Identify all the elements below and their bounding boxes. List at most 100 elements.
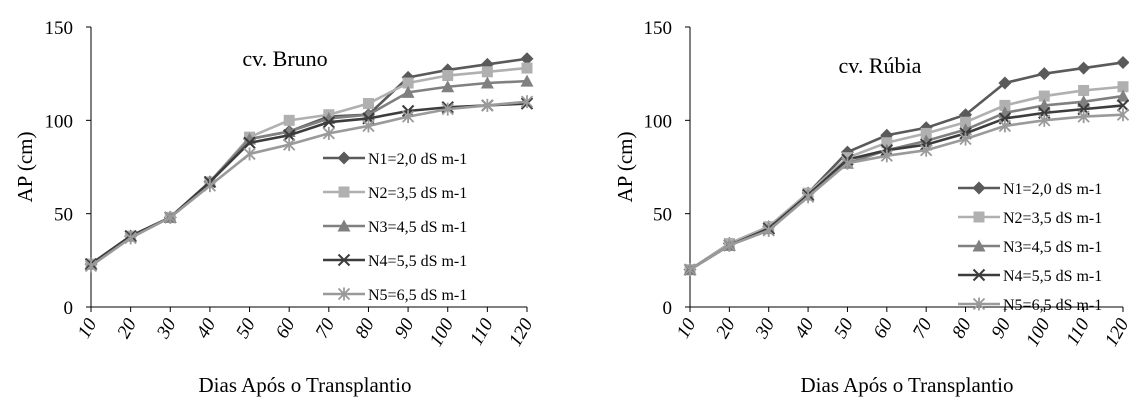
- x-tick-label: 80: [948, 315, 976, 342]
- series-5-point: [998, 119, 1012, 133]
- series-4-line: [90, 102, 528, 266]
- legend-marker-stroke-b: [972, 268, 986, 282]
- legend-label: N5=6,5 dS m-1: [1003, 297, 1102, 314]
- series-5-point: [441, 102, 454, 116]
- series-2-point: [1117, 81, 1129, 93]
- x-tick-label: 100: [426, 315, 459, 351]
- series-5-point: [801, 190, 815, 204]
- series-1-point: [1116, 55, 1129, 69]
- series-2-point: [881, 137, 893, 149]
- series-2-point: [283, 114, 295, 126]
- x-tick-label: 60: [272, 315, 300, 342]
- x-tick-label: 50: [232, 315, 260, 342]
- series-2-point: [999, 99, 1011, 111]
- y-tick-label: 150: [644, 18, 673, 39]
- x-axis-label: Dias Após o Transplantio: [199, 373, 412, 397]
- y-axis-label: AP (cm): [13, 132, 37, 203]
- chart-title: cv. Rúbia: [839, 53, 922, 78]
- x-tick-label: 80: [351, 315, 379, 342]
- series-5-point: [84, 259, 98, 273]
- x-tick-label: 20: [113, 315, 141, 342]
- series-5-point: [203, 179, 217, 193]
- legend-marker: [337, 253, 351, 267]
- x-tick-label: 70: [311, 315, 339, 342]
- series-5-point: [520, 95, 534, 109]
- series-4-point: [282, 129, 296, 142]
- legend: N1=2,0 dS m-1 N2=3,5 dS m-1 N3=4,5 dS m-1 N…: [958, 181, 1102, 314]
- legend-label: N1=2,0 dS m-1: [368, 151, 467, 168]
- series-2-point: [481, 66, 493, 78]
- series-1-point: [520, 52, 534, 66]
- series-5-point: [920, 143, 933, 157]
- legend-label: N5=6,5 dS m-1: [368, 287, 467, 304]
- legend-label: N4=5,5 dS m-1: [1003, 268, 1102, 285]
- series-2-point: [521, 62, 533, 74]
- series-1-point: [1037, 67, 1051, 81]
- y-tick-label: 0: [64, 298, 74, 319]
- series-4-point-stroke-b: [322, 115, 336, 129]
- series-5-point: [959, 132, 972, 146]
- series-1-point: [998, 76, 1012, 90]
- series-3-point: [520, 74, 534, 87]
- x-tick-label: 100: [1022, 315, 1055, 351]
- legend-label: N2=3,5 dS m-1: [1003, 210, 1102, 227]
- x-tick-label: 50: [830, 315, 858, 342]
- legend-label: N3=4,5 dS m-1: [1003, 239, 1102, 256]
- x-tick-label: 90: [988, 315, 1016, 342]
- series-5-point: [841, 156, 854, 170]
- series-3-point: [1077, 95, 1091, 108]
- legend-marker: [972, 297, 986, 311]
- series-5-point: [1077, 110, 1090, 124]
- series-4-point: [1116, 99, 1129, 112]
- series-5-point: [723, 238, 736, 252]
- series-5-point: [481, 98, 494, 112]
- legend-marker-stroke-b: [337, 253, 351, 267]
- series-5-point: [283, 138, 296, 152]
- series-5-point: [880, 149, 893, 163]
- series-1-point: [1077, 61, 1091, 75]
- series-2-point: [402, 77, 414, 89]
- y-tick-label: 150: [45, 18, 74, 39]
- series-5-point: [1038, 113, 1051, 127]
- x-tick-label: 30: [152, 315, 180, 343]
- series-3-point: [1116, 89, 1129, 102]
- legend-marker: [973, 211, 985, 223]
- legend-label: N3=4,5 dS m-1: [368, 219, 467, 236]
- series-5-point: [164, 210, 177, 224]
- legend-marker: [337, 219, 351, 232]
- x-tick-label: 110: [466, 315, 498, 349]
- legend: N1=2,0 dS m-1 N2=3,5 dS m-1 N3=4,5 dS m-1 N…: [323, 151, 467, 304]
- legend-marker: [337, 151, 351, 165]
- series-2-point: [1038, 90, 1050, 102]
- x-tick-label: 70: [909, 315, 937, 342]
- series-5: [683, 108, 1129, 277]
- legend-marker: [972, 268, 986, 282]
- series-2-point: [1078, 84, 1090, 96]
- x-axis-label: Dias Após o Transplantio: [801, 373, 1014, 397]
- x-tick-label: 30: [751, 315, 779, 343]
- legend-label: N2=3,5 dS m-1: [368, 185, 467, 202]
- legend-marker: [972, 181, 986, 195]
- series-3-point: [480, 76, 494, 89]
- x-tick-label: 40: [193, 315, 221, 342]
- series-5-point: [683, 263, 697, 277]
- series-5-point: [362, 119, 375, 133]
- series-5-point: [322, 126, 335, 140]
- x-tick-label: 110: [1062, 315, 1094, 349]
- x-tick-label: 40: [791, 315, 819, 342]
- legend-label: N1=2,0 dS m-1: [1003, 181, 1102, 198]
- y-tick-label: 50: [653, 205, 672, 226]
- series-4-line: [689, 104, 1124, 271]
- series-2-point: [960, 116, 972, 128]
- series-3-point: [401, 85, 415, 98]
- legend-marker: [337, 287, 351, 301]
- series-3-point: [441, 80, 455, 93]
- series-2-line: [689, 85, 1124, 271]
- series-4-point-stroke-b: [243, 136, 256, 149]
- y-tick-label: 100: [644, 111, 673, 132]
- x-tick-label: 120: [1101, 315, 1129, 351]
- series-4-point-stroke-b: [282, 129, 296, 142]
- x-tick-label: 60: [869, 315, 897, 342]
- x-tick-label: 20: [712, 315, 740, 342]
